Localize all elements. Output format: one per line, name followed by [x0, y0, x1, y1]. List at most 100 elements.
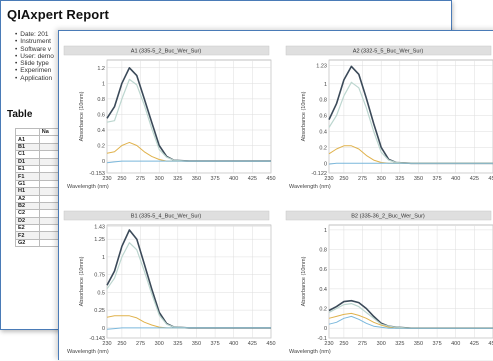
meta-item: User: demo — [15, 53, 54, 60]
report-document-front: A1 (335-5_2_Buc_Wer_Sur) 230 250 275 300 325 3… — [58, 30, 493, 360]
y-tick-label: -0.122 — [311, 171, 327, 177]
chart-title-bar — [285, 45, 492, 56]
table-row: G1 — [15, 179, 64, 189]
y-tick-label: 0.6 — [97, 112, 105, 118]
sample-table: Na A1 B1 C1 D1 E1 F1 G1 H1 A2 B2 C2 D2 E… — [15, 127, 64, 248]
chart-title: B1 (335-5_4_Buc_Wer_Sur) — [131, 214, 202, 220]
table-cell: G2 — [15, 238, 40, 248]
chart-title-bar — [63, 45, 270, 56]
y-tick-label: 1.43 — [94, 224, 105, 230]
table-row: E2 — [15, 224, 64, 233]
meta-item: Date: 201 — [15, 31, 54, 38]
x-tick-label: 450 — [266, 341, 275, 347]
y-tick-label: 1 — [102, 81, 105, 87]
y-tick-label: 1 — [324, 82, 327, 88]
plot-area — [106, 59, 272, 174]
x-tick-label: 350 — [192, 341, 201, 347]
x-tick-label: 375 — [210, 341, 219, 347]
x-axis-label: Wavelength (nm) — [67, 349, 109, 355]
plot-area — [328, 224, 493, 339]
y-axis-label: Absorbance (10mm) — [79, 91, 85, 141]
impurity-curve — [328, 162, 493, 165]
y-axis-label: Absorbance (10mm) — [301, 256, 307, 306]
table-cell: B1 — [15, 142, 40, 152]
impurity-curve — [106, 327, 271, 330]
x-tick-label: 400 — [451, 341, 460, 347]
chart-panel: B2 (335-36_2_Buc_Wer_Sur)230 250 275 300 325… — [285, 210, 493, 355]
x-tick-label: 230 — [324, 176, 333, 182]
chart-title: B2 (335-36_2_Buc_Wer_Sur) — [351, 214, 425, 220]
x-tick-label: 300 — [155, 176, 164, 182]
chart-title: A1 (335-5_2_Buc_Wer_Sur) — [131, 49, 202, 55]
meta-item: Instrument — [15, 38, 54, 45]
y-tick-label: 0.8 — [319, 248, 327, 254]
x-tick-label: 375 — [210, 176, 219, 182]
table-cell: D2 — [15, 216, 40, 226]
x-tick-label: 400 — [451, 176, 460, 182]
meta-item: Software v — [15, 46, 54, 53]
meta-item: Slide type — [15, 60, 54, 67]
x-tick-label: 250 — [117, 341, 126, 347]
chart-panel: A1 (335-5_2_Buc_Wer_Sur) 230 250 275 300 325 3… — [63, 45, 276, 190]
y-axis-label: Absorbance (10mm) — [301, 91, 307, 141]
y-tick-label: 0.75 — [94, 273, 105, 279]
x-tick-label: 300 — [155, 341, 164, 347]
table-row: D1 — [15, 157, 64, 166]
x-tick-label: 350 — [192, 176, 201, 182]
y-tick-label: 0.6 — [319, 114, 327, 120]
table-row: B1 — [15, 142, 64, 152]
y-tick-label: 0 — [102, 159, 105, 165]
meta-item: Experimen — [15, 67, 54, 74]
x-tick-label: 450 — [488, 176, 493, 182]
x-tick-label: 230 — [102, 176, 111, 182]
table-cell: G1 — [15, 179, 40, 189]
x-tick-label: 375 — [432, 341, 441, 347]
y-tick-label: 0.2 — [97, 144, 105, 150]
x-tick-label: 350 — [414, 176, 423, 182]
x-tick-label: 400 — [229, 176, 238, 182]
table-row: H1 — [15, 187, 64, 196]
table-header-row: Na — [15, 127, 64, 137]
x-tick-label: 275 — [136, 341, 145, 347]
chart-title: A2 (332-5_5_Buc_Wer_Sur) — [353, 49, 424, 55]
y-tick-label: 1 — [324, 228, 327, 234]
table-cell: F1 — [15, 172, 40, 181]
x-tick-label: 275 — [358, 176, 367, 182]
x-tick-label: 450 — [488, 341, 493, 347]
chart-panel: A2 (332-5_5_Buc_Wer_Sur) 230 250 275 300 325 3… — [285, 45, 493, 190]
table-cell: H1 — [15, 187, 40, 196]
x-axis-label: Wavelength (nm) — [289, 184, 331, 190]
x-tick-label: 450 — [266, 176, 275, 182]
chart-title-bar — [63, 210, 270, 221]
x-tick-label: 425 — [248, 176, 257, 182]
x-tick-label: 250 — [339, 176, 348, 182]
y-tick-label: 0 — [324, 326, 327, 332]
y-tick-label: 0.4 — [97, 128, 105, 134]
table-row: F2 — [15, 231, 64, 240]
x-tick-label: 325 — [173, 176, 182, 182]
x-tick-label: 400 — [229, 341, 238, 347]
spectra-charts: A1 (335-5_2_Buc_Wer_Sur) 230 250 275 300 325 3… — [63, 45, 493, 355]
y-axis-label: Absorbance (10mm) — [79, 256, 85, 306]
y-tick-label: 0.2 — [319, 145, 327, 151]
y-tick-label: 0.8 — [319, 98, 327, 104]
table-row: A2 — [15, 194, 64, 203]
x-tick-label: 300 — [377, 176, 386, 182]
y-tick-label: 0.4 — [319, 287, 327, 293]
x-tick-label: 350 — [414, 341, 423, 347]
table-row: E1 — [15, 164, 64, 174]
table-cell: C1 — [15, 150, 40, 159]
y-tick-label: 0.2 — [319, 307, 327, 313]
y-tick-label: -0.143 — [89, 336, 105, 342]
report-title: QIAxpert Report — [7, 7, 109, 22]
y-tick-label: 0.5 — [97, 290, 105, 296]
chart-panel: B1 (335-5_4_Buc_Wer_Sur)230 250 275 300 325 3… — [63, 210, 276, 355]
y-tick-label: 1.2 — [97, 66, 105, 72]
x-tick-label: 325 — [395, 341, 404, 347]
table-title: Table — [7, 109, 33, 120]
table-row: C1 — [15, 150, 64, 159]
table-cell: D1 — [15, 157, 40, 166]
impurity-curve — [106, 160, 271, 164]
report-meta-list: Date: 201 Instrument Software v User: de… — [15, 31, 54, 82]
x-tick-label: 425 — [470, 341, 479, 347]
